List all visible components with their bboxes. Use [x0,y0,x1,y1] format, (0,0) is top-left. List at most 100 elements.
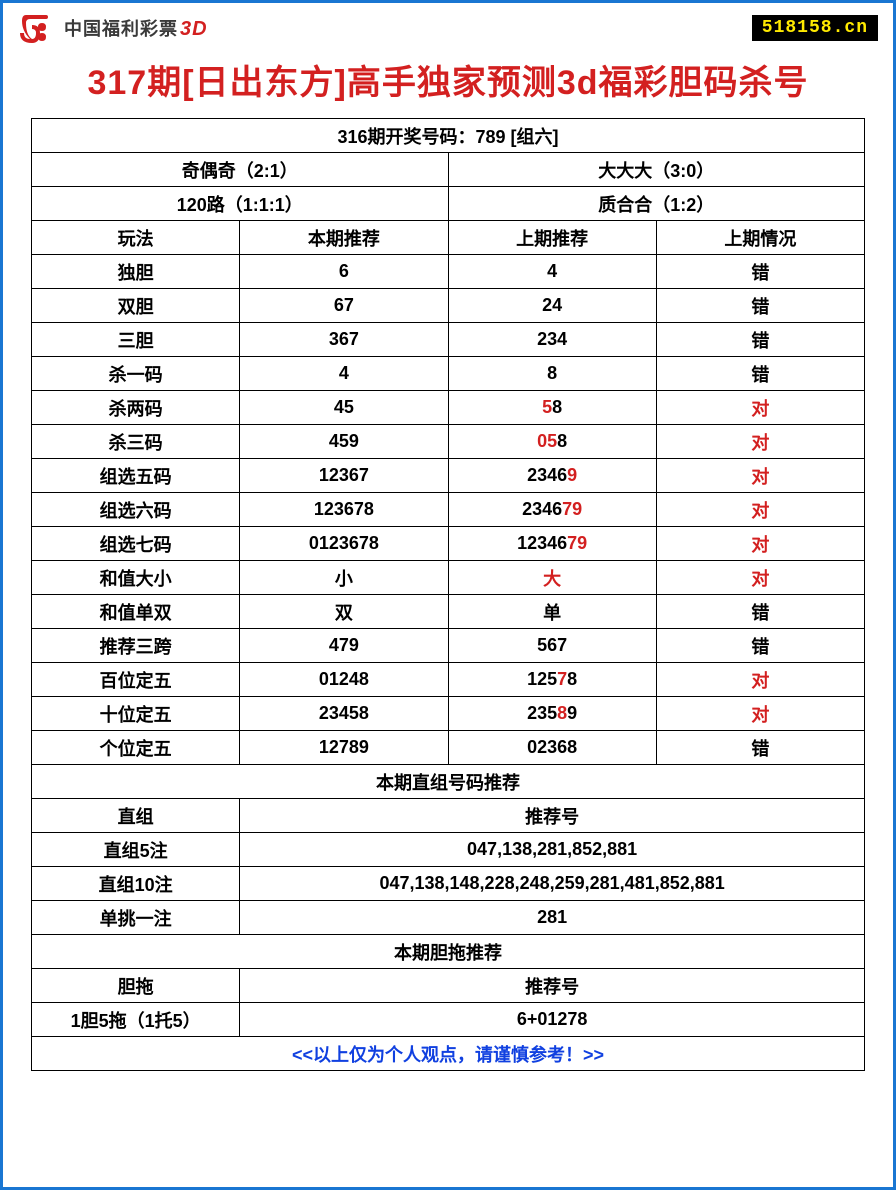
table-row: 直组5注047,138,281,852,881 [32,833,865,867]
table-row: 百位定五0124812578对 [32,663,865,697]
table-row: 组选七码01236781234679对 [32,527,865,561]
row-name: 1胆5拖（1托5） [32,1003,240,1037]
stat-prime: 质合合（1:2） [448,187,865,221]
logo-3d-suffix: 3D [180,18,208,41]
table-row: 直组10注047,138,148,228,248,259,281,481,852… [32,867,865,901]
row-name: 杀三码 [32,425,240,459]
row-value: 047,138,148,228,248,259,281,481,852,881 [240,867,865,901]
row-status: 错 [656,629,864,663]
site-badge: 518158.cn [752,15,878,41]
section2-col2: 推荐号 [240,799,865,833]
row-name: 杀两码 [32,391,240,425]
logo-text: 中国福利彩票 3D [64,15,208,41]
main-table-wrap: 316期开奖号码：789 [组六] 奇偶奇（2:1） 大大大（3:0） 120路… [3,118,893,1081]
row-status: 错 [656,595,864,629]
row-current: 367 [240,323,448,357]
row-value: 281 [240,901,865,935]
table-row: 独胆64错 [32,255,865,289]
row-status: 错 [656,255,864,289]
drawing-result: 316期开奖号码：789 [组六] [32,119,865,153]
section2-title: 本期直组号码推荐 [32,765,865,799]
row-prev: 58 [448,391,656,425]
section2-col1: 直组 [32,799,240,833]
row-prev: 8 [448,357,656,391]
table-row: 组选六码123678234679对 [32,493,865,527]
table-row: 杀三码459058对 [32,425,865,459]
row-status: 对 [656,425,864,459]
row-name: 十位定五 [32,697,240,731]
row-name: 和值单双 [32,595,240,629]
row-name: 单挑一注 [32,901,240,935]
row-current: 45 [240,391,448,425]
row-prev: 4 [448,255,656,289]
col-header-method: 玩法 [32,221,240,255]
row-prev: 567 [448,629,656,663]
row-current: 479 [240,629,448,663]
row-status: 错 [656,323,864,357]
row-current: 459 [240,425,448,459]
header-bar: 中国福利彩票 3D 518158.cn [3,3,893,49]
table-row: 杀一码48错 [32,357,865,391]
row-status: 对 [656,527,864,561]
row-name: 直组5注 [32,833,240,867]
section3-title: 本期胆拖推荐 [32,935,865,969]
row-prev: 23589 [448,697,656,731]
row-prev: 234679 [448,493,656,527]
col-header-status: 上期情况 [656,221,864,255]
stat-parity: 奇偶奇（2:1） [32,153,449,187]
col-header-prev: 上期推荐 [448,221,656,255]
table-row: 杀两码4558对 [32,391,865,425]
table-row: 推荐三跨479567错 [32,629,865,663]
row-name: 双胆 [32,289,240,323]
row-name: 三胆 [32,323,240,357]
stat-size: 大大大（3:0） [448,153,865,187]
row-name: 组选五码 [32,459,240,493]
row-prev: 23469 [448,459,656,493]
row-prev: 单 [448,595,656,629]
row-status: 错 [656,357,864,391]
row-current: 0123678 [240,527,448,561]
row-prev: 12578 [448,663,656,697]
lottery-logo-icon [18,11,58,45]
row-status: 对 [656,493,864,527]
table-row: 和值大小小大对 [32,561,865,595]
stat-route: 120路（1:1:1） [32,187,449,221]
row-current: 01248 [240,663,448,697]
prediction-table: 316期开奖号码：789 [组六] 奇偶奇（2:1） 大大大（3:0） 120路… [31,118,865,1071]
row-current: 12789 [240,731,448,765]
disclaimer-footer: <<以上仅为个人观点，请谨慎参考！>> [32,1037,865,1071]
row-name: 和值大小 [32,561,240,595]
row-name: 直组10注 [32,867,240,901]
table-row: 组选五码1236723469对 [32,459,865,493]
row-prev: 234 [448,323,656,357]
row-current: 67 [240,289,448,323]
row-status: 对 [656,561,864,595]
row-name: 个位定五 [32,731,240,765]
col-header-current: 本期推荐 [240,221,448,255]
row-prev: 058 [448,425,656,459]
row-current: 12367 [240,459,448,493]
table-row: 三胆367234错 [32,323,865,357]
row-status: 对 [656,391,864,425]
section3-col2: 推荐号 [240,969,865,1003]
row-current: 双 [240,595,448,629]
table-row: 1胆5拖（1托5）6+01278 [32,1003,865,1037]
row-name: 推荐三跨 [32,629,240,663]
row-current: 123678 [240,493,448,527]
table-row: 双胆6724错 [32,289,865,323]
row-status: 错 [656,289,864,323]
row-name: 百位定五 [32,663,240,697]
row-current: 4 [240,357,448,391]
table-row: 单挑一注281 [32,901,865,935]
row-value: 6+01278 [240,1003,865,1037]
row-name: 独胆 [32,255,240,289]
row-status: 对 [656,459,864,493]
row-value: 047,138,281,852,881 [240,833,865,867]
row-name: 组选六码 [32,493,240,527]
page-title: 317期[日出东方]高手独家预测3d福彩胆码杀号 [3,49,893,118]
row-current: 23458 [240,697,448,731]
section3-col1: 胆拖 [32,969,240,1003]
logo-block: 中国福利彩票 3D [18,11,208,45]
row-status: 对 [656,697,864,731]
row-name: 杀一码 [32,357,240,391]
